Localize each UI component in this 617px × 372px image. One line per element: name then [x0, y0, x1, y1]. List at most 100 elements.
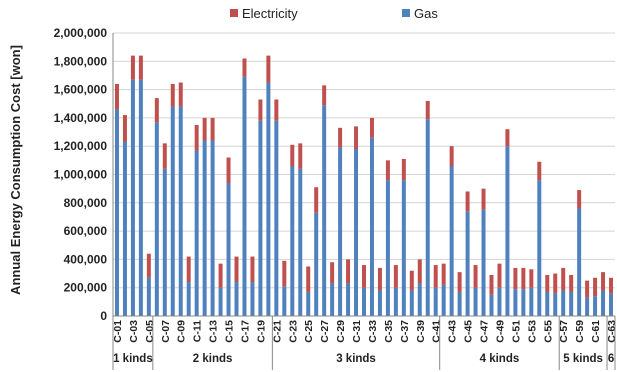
- bar-gas-C-42: [441, 284, 446, 316]
- bar-gas-C-41: [433, 287, 438, 316]
- x-tick-label: C-01: [112, 320, 124, 343]
- bar-electricity-C-51: [513, 267, 518, 290]
- bar-electricity-C-26: [314, 187, 319, 213]
- bar-electricity-C-10: [186, 256, 191, 283]
- bar-gas-C-11: [194, 150, 199, 316]
- bar-electricity-C-13: [210, 117, 215, 141]
- y-tick-label: 2,000,000: [54, 26, 108, 40]
- bar-gas-C-29: [338, 147, 343, 316]
- bar-gas-C-62: [601, 290, 606, 316]
- x-tick-label: C-45: [463, 320, 475, 343]
- bar-gas-C-37: [401, 180, 406, 316]
- bar-gas-C-55: [545, 291, 550, 316]
- y-axis-label: Annual Energy Consumption Cost [won]: [8, 45, 23, 295]
- bar-electricity-C-37: [401, 158, 406, 181]
- bar-gas-C-28: [330, 283, 335, 316]
- group-label: 1 kinds: [113, 353, 153, 365]
- bar-gas-C-30: [346, 283, 351, 316]
- bar-gas-C-34: [377, 290, 382, 316]
- bar-electricity-C-34: [377, 267, 382, 291]
- bar-gas-C-09: [178, 106, 183, 316]
- group-label: 2 kinds: [193, 353, 233, 365]
- bar-electricity-C-44: [457, 272, 462, 292]
- bar-gas-C-14: [218, 287, 223, 316]
- bar-gas-C-48: [489, 294, 494, 316]
- y-axis-ticks: 0 200,000 400,000 600,000 800,000 1,000,000 1,…: [54, 26, 108, 323]
- bar-gas-C-18: [250, 282, 255, 316]
- bar-gas-C-19: [258, 120, 263, 316]
- bar-electricity-C-48: [489, 274, 494, 295]
- bar-electricity-C-53: [529, 269, 534, 288]
- bar-gas-C-44: [457, 291, 462, 316]
- x-tick-label: C-17: [239, 320, 251, 343]
- bar-gas-C-04: [138, 79, 143, 316]
- bar-electricity-C-20: [266, 55, 271, 83]
- bar-gas-C-07: [162, 168, 167, 316]
- bar-gas-C-54: [537, 180, 542, 316]
- bar-gas-C-40: [425, 119, 430, 316]
- x-tick-label: C-51: [510, 320, 522, 343]
- bar-electricity-C-41: [433, 265, 438, 288]
- bar-gas-C-33: [369, 137, 374, 316]
- bar-electricity-C-55: [545, 274, 550, 292]
- bar-electricity-C-19: [258, 99, 263, 121]
- bar-gas-C-50: [505, 146, 510, 316]
- bar-gas-C-02: [122, 141, 127, 316]
- bar-electricity-C-21: [274, 99, 279, 121]
- bar-electricity-C-12: [202, 117, 207, 141]
- x-tick-label: C-39: [415, 320, 427, 343]
- x-tick-label: C-59: [574, 320, 586, 343]
- bar-gas-C-46: [473, 287, 478, 316]
- bar-electricity-C-35: [385, 160, 390, 181]
- bar-electricity-C-30: [346, 259, 351, 284]
- bar-electricity-C-25: [306, 266, 311, 292]
- y-tick-label: 600,000: [64, 224, 108, 238]
- bar-gas-C-52: [521, 289, 526, 316]
- bar-electricity-C-03: [130, 55, 135, 80]
- x-axis-ticks: C-01 C-03 C-05 C-07 C-09 C-11 C-13 C-15 C-17 C-19…: [112, 320, 617, 343]
- bar-gas-C-47: [481, 209, 486, 316]
- x-tick-label: C-63: [606, 320, 617, 343]
- bar-gas-C-27: [322, 105, 327, 316]
- bar-gas-C-06: [154, 122, 159, 317]
- bar-electricity-C-29: [338, 127, 343, 148]
- bar-electricity-C-02: [122, 115, 127, 142]
- bars: [114, 55, 614, 317]
- legend: Electricity Gas: [230, 6, 438, 21]
- bar-gas-C-56: [553, 293, 558, 316]
- bar-electricity-C-01: [114, 83, 119, 110]
- bar-gas-C-20: [266, 82, 271, 317]
- bar-gas-C-60: [585, 297, 590, 316]
- bar-electricity-C-07: [162, 143, 167, 169]
- group-label: 4 kinds: [480, 353, 520, 365]
- x-tick-label: C-57: [558, 320, 570, 343]
- x-tick-label: C-29: [335, 320, 347, 343]
- bar-electricity-C-06: [154, 98, 159, 123]
- x-tick-label: C-13: [208, 320, 220, 343]
- y-tick-label: 1,200,000: [54, 139, 108, 153]
- x-tick-label: C-61: [590, 320, 602, 343]
- bar-electricity-C-27: [322, 85, 327, 106]
- bar-electricity-C-63: [609, 277, 614, 294]
- bar-electricity-C-50: [505, 129, 510, 147]
- bar-gas-C-24: [298, 168, 303, 316]
- legend-label-electricity: Electricity: [242, 6, 298, 21]
- bar-electricity-C-52: [521, 267, 526, 290]
- bar-electricity-C-57: [561, 267, 566, 291]
- x-tick-label: C-37: [399, 320, 411, 343]
- bar-electricity-C-56: [553, 273, 558, 294]
- bar-gas-C-05: [146, 277, 151, 316]
- bar-gas-C-36: [393, 287, 398, 316]
- bar-electricity-C-08: [170, 83, 175, 107]
- bar-electricity-C-22: [282, 260, 287, 287]
- bar-gas-C-17: [242, 76, 247, 317]
- y-tick-label: 1,400,000: [54, 111, 108, 125]
- group-label: 5 kinds: [563, 353, 603, 365]
- bar-gas-C-38: [409, 290, 414, 316]
- bar-electricity-C-46: [473, 265, 478, 288]
- x-tick-label: C-53: [526, 320, 538, 343]
- bar-electricity-C-15: [226, 157, 231, 183]
- bar-electricity-C-32: [362, 265, 366, 288]
- bar-gas-C-23: [290, 166, 295, 316]
